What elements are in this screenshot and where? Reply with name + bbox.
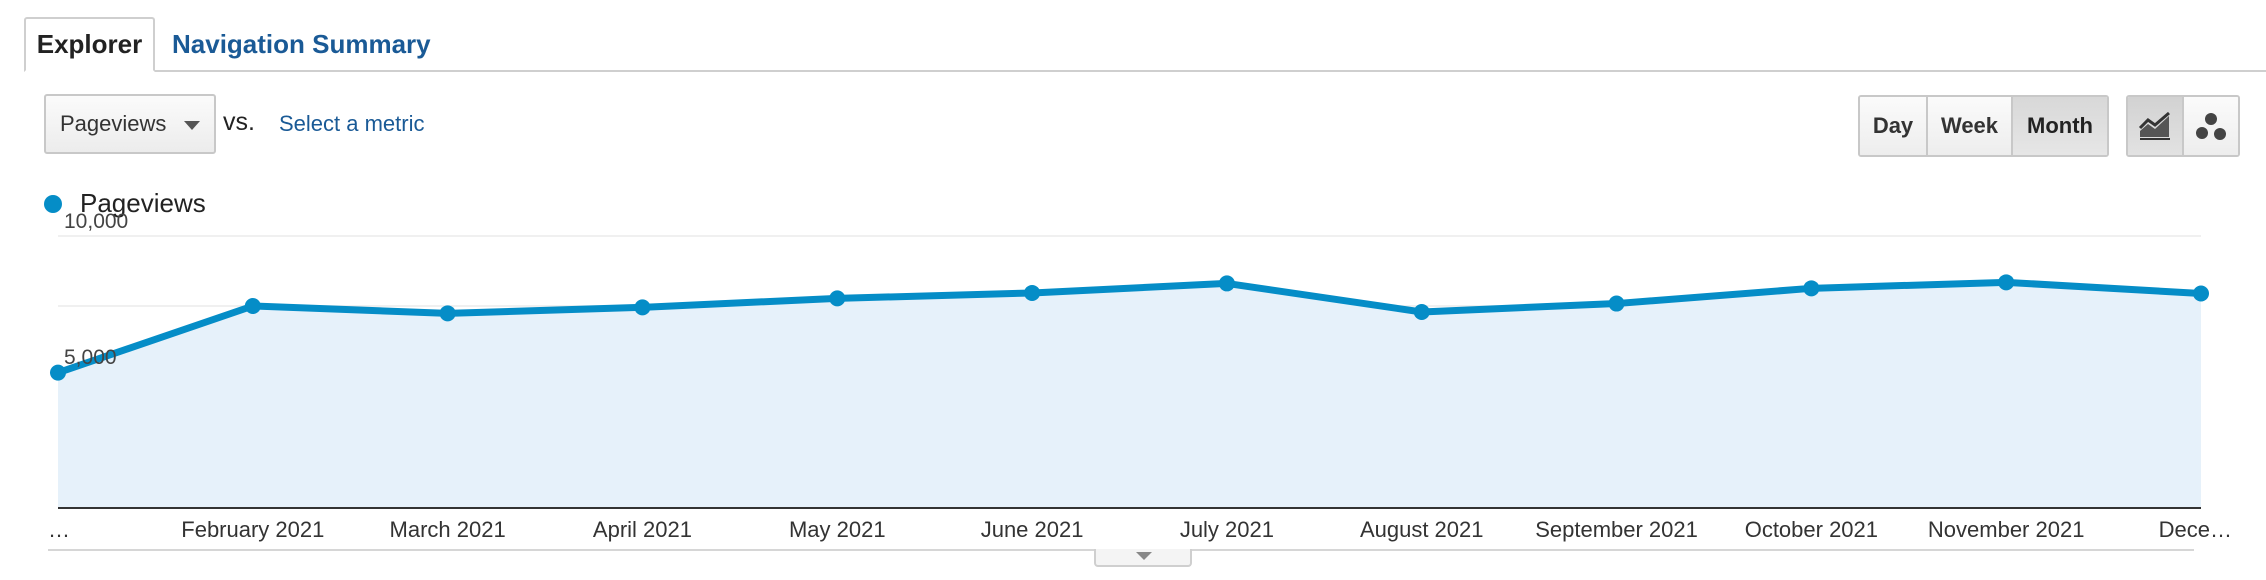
data-point — [1218, 275, 1235, 292]
expand-chart-handle[interactable] — [1094, 549, 1192, 567]
chevron-down-icon — [184, 121, 200, 130]
area-fill — [58, 282, 2201, 508]
x-tick-label: March 2021 — [390, 517, 506, 542]
vs-label: vs. — [223, 108, 255, 136]
tab-bar: Explorer Navigation Summary — [0, 0, 2266, 72]
x-tick-label: August 2021 — [1360, 517, 1484, 542]
metric-dropdown[interactable]: Pageviews — [44, 94, 216, 154]
x-tick-label: June 2021 — [981, 517, 1084, 542]
bubble-chart-icon — [2196, 113, 2226, 140]
x-tick-label: Dece… — [2159, 517, 2232, 542]
x-tick-label: September 2021 — [1535, 517, 1698, 542]
data-point — [439, 305, 456, 322]
legend-label: Pageviews — [80, 188, 206, 218]
line-chart-button[interactable] — [2128, 97, 2184, 155]
y-tick-label: 5,000 — [64, 346, 117, 369]
select-metric-link[interactable]: Select a metric — [279, 111, 425, 136]
x-tick-label: February 2021 — [181, 517, 324, 542]
month-button[interactable]: Month — [2013, 97, 2107, 155]
x-tick-label: May 2021 — [789, 517, 886, 542]
tab-explorer[interactable]: Explorer — [24, 17, 155, 72]
metric-dropdown-label: Pageviews — [60, 111, 167, 136]
data-point — [1024, 284, 1041, 301]
data-point — [634, 299, 651, 316]
chart-legend: Pageviews — [44, 188, 206, 219]
week-button[interactable]: Week — [1928, 97, 2013, 155]
data-point — [244, 298, 261, 314]
tab-navigation-summary[interactable]: Navigation Summary — [172, 29, 431, 59]
period-toggle: Day Week Month — [1858, 95, 2109, 157]
series-line-pageviews — [56, 278, 2202, 376]
data-point — [50, 364, 66, 381]
data-point — [1413, 303, 1430, 320]
x-tick-label: November 2021 — [1928, 517, 2085, 542]
tab-bar-divider — [24, 70, 2266, 72]
x-tick-label: … — [48, 517, 70, 542]
chevron-down-icon — [1136, 552, 1152, 560]
y-tick-label: 10,000 — [64, 210, 128, 233]
data-point — [1608, 295, 1625, 312]
x-tick-label: April 2021 — [593, 517, 692, 542]
data-point — [1803, 280, 1820, 297]
x-tick-label: July 2021 — [1180, 517, 1274, 542]
data-point — [829, 290, 846, 307]
x-tick-label: October 2021 — [1745, 517, 1878, 542]
day-button[interactable]: Day — [1860, 97, 1928, 155]
data-point — [2193, 285, 2209, 302]
motion-chart-button[interactable] — [2184, 97, 2238, 155]
legend-marker — [44, 194, 62, 213]
line-chart-icon — [2138, 111, 2170, 140]
data-point — [1998, 274, 2015, 291]
chart-type-toggle — [2126, 95, 2240, 157]
